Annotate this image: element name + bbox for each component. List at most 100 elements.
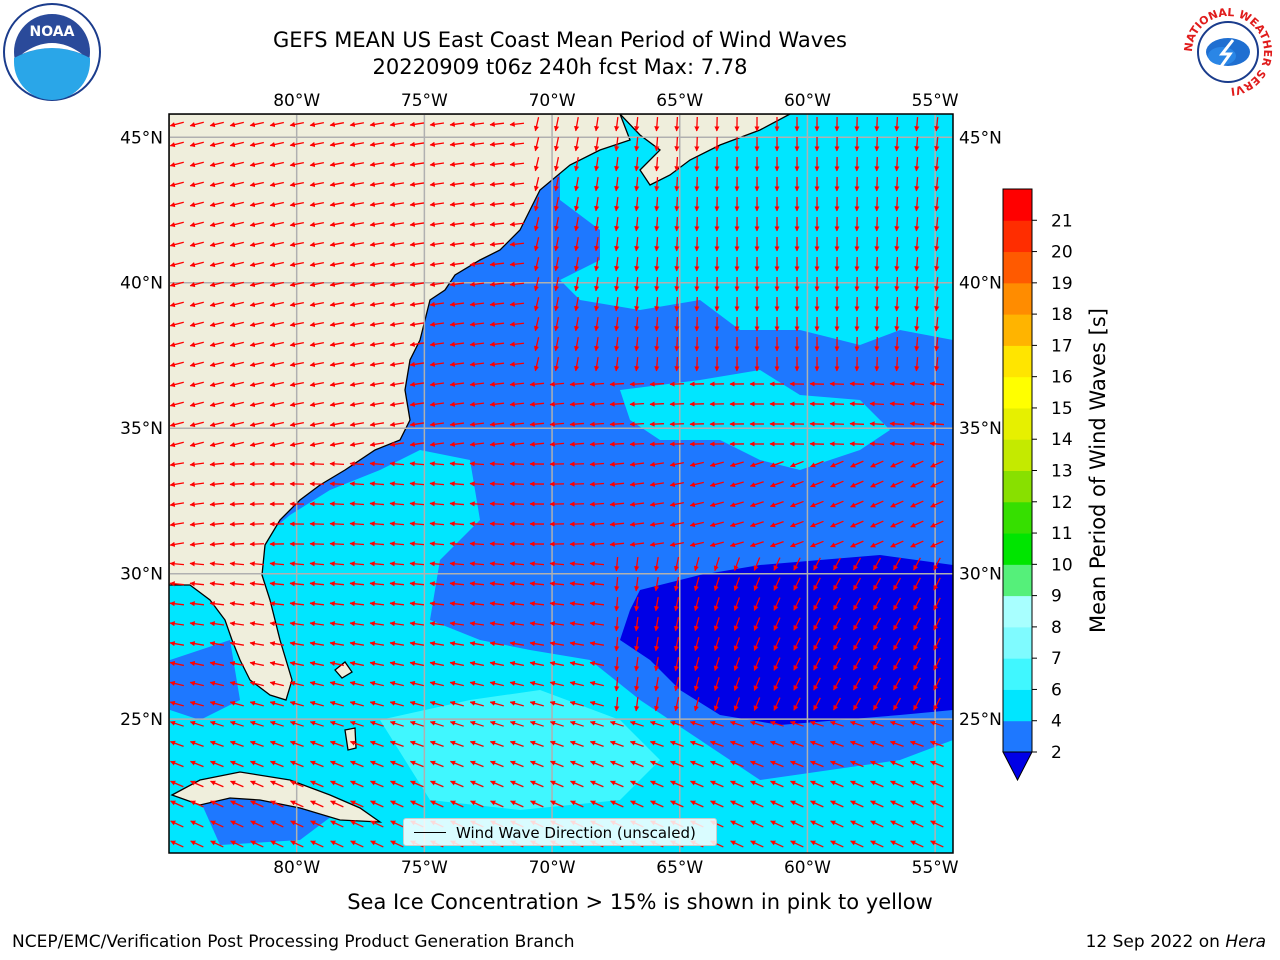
wave-arrow-739 bbox=[910, 480, 924, 488]
wave-arrow-388 bbox=[914, 296, 920, 312]
wave-arrow-1033 bbox=[549, 641, 565, 647]
wave-arrow-870 bbox=[409, 561, 425, 567]
wave-arrow-1136 bbox=[269, 700, 284, 707]
wave-arrow-509 bbox=[209, 381, 224, 388]
wave-arrow-603 bbox=[529, 421, 545, 427]
wave-arrow-788 bbox=[329, 521, 345, 527]
wave-arrow-1161 bbox=[773, 697, 781, 711]
wave-arrow-1060 bbox=[309, 660, 324, 667]
wave-arrow-713 bbox=[389, 481, 405, 487]
wave-arrow-350 bbox=[934, 276, 940, 292]
wave-arrow-827 bbox=[329, 541, 345, 547]
wave-arrow-1045 bbox=[793, 637, 801, 651]
wave-arrow-1040 bbox=[693, 637, 700, 652]
wave-arrow-582 bbox=[889, 401, 905, 407]
wave-arrow-77 bbox=[934, 136, 940, 152]
wave-arrow-529 bbox=[609, 381, 625, 387]
wave-arrow-1146 bbox=[469, 700, 484, 707]
wave-arrow-1148 bbox=[509, 700, 524, 707]
wave-arrow-327 bbox=[469, 281, 485, 287]
wave-arrow-274 bbox=[189, 261, 204, 268]
wave-arrow-802 bbox=[609, 521, 625, 527]
wave-arrow-808 bbox=[729, 521, 744, 528]
wave-arrow-1115 bbox=[634, 676, 640, 692]
wave-arrow-985 bbox=[369, 621, 385, 627]
wave-arrow-638 bbox=[449, 441, 465, 447]
lat-tick-right-2: 35°N bbox=[959, 419, 1002, 439]
wave-arrow-643 bbox=[549, 441, 565, 447]
wave-arrow-464 bbox=[874, 336, 880, 352]
wave-arrow-677 bbox=[449, 461, 465, 467]
wave-arrow-125 bbox=[329, 181, 344, 187]
wave-arrow-284 bbox=[389, 261, 405, 267]
wave-arrow-113 bbox=[874, 156, 880, 172]
wave-arrow-192 bbox=[894, 196, 900, 212]
wave-arrow-1070 bbox=[509, 660, 524, 667]
wave-arrow-1092 bbox=[169, 680, 184, 687]
wave-arrow-909 bbox=[409, 581, 425, 587]
wave-arrow-348 bbox=[894, 276, 900, 292]
wave-arrow-902 bbox=[269, 581, 285, 587]
colorbar-segment-5 bbox=[1003, 564, 1032, 597]
wave-arrow-354 bbox=[229, 301, 244, 308]
wave-arrow-1004 bbox=[753, 617, 761, 631]
wave-arrow-277 bbox=[249, 261, 264, 268]
wave-arrow-549 bbox=[229, 401, 244, 408]
lat-tick-left-0: 45°N bbox=[120, 128, 163, 148]
wave-arrow-136 bbox=[553, 177, 560, 192]
wave-arrow-770 bbox=[749, 501, 764, 508]
wave-arrow-1163 bbox=[813, 697, 821, 711]
colorbar-tick-label-0: 2 bbox=[1051, 743, 1062, 763]
wave-arrow-1080 bbox=[713, 657, 720, 672]
nws-logo: NATIONAL WEATHER SERVICE bbox=[1178, 2, 1275, 99]
wave-arrow-947 bbox=[389, 601, 405, 607]
wave-arrow-334 bbox=[614, 276, 620, 292]
wave-arrow-999 bbox=[654, 616, 660, 632]
wave-arrow-324 bbox=[409, 281, 425, 287]
wave-arrow-899 bbox=[209, 581, 225, 587]
wave-arrow-570 bbox=[649, 401, 665, 407]
wave-arrow-901 bbox=[249, 581, 265, 587]
wave-arrow-159 bbox=[229, 201, 244, 208]
wave-arrow-868 bbox=[369, 561, 385, 567]
wave-arrow-54 bbox=[469, 141, 485, 147]
wave-arrow-1075 bbox=[614, 656, 620, 672]
wave-arrow-475 bbox=[309, 361, 324, 368]
wave-arrow-915 bbox=[529, 581, 545, 587]
wave-arrow-1144 bbox=[429, 700, 444, 707]
wave-arrow-1154 bbox=[634, 696, 640, 712]
wave-arrow-1081 bbox=[733, 657, 741, 672]
wave-arrow-984 bbox=[349, 621, 365, 627]
wave-arrow-513 bbox=[289, 381, 304, 388]
wave-arrow-252 bbox=[533, 237, 540, 252]
wave-arrow-61 bbox=[614, 136, 620, 152]
wave-arrow-666 bbox=[229, 461, 245, 467]
wave-arrow-431 bbox=[209, 341, 224, 348]
wave-arrow-731 bbox=[749, 481, 764, 488]
wave-arrow-605 bbox=[569, 421, 585, 427]
wave-arrow-213 bbox=[533, 217, 540, 232]
wave-arrow-952 bbox=[489, 601, 505, 607]
colorbar-segment-11 bbox=[1003, 376, 1032, 409]
colorbar-tick-label-16: 20 bbox=[1051, 243, 1073, 263]
wave-arrow-323 bbox=[389, 281, 405, 287]
wave-arrow-1012 bbox=[913, 617, 921, 631]
wave-arrow-640 bbox=[489, 441, 505, 447]
wave-arrow-695 bbox=[810, 460, 824, 468]
wave-arrow-679 bbox=[489, 461, 505, 467]
wave-arrow-1130 bbox=[933, 677, 941, 691]
wave-arrow-991 bbox=[489, 621, 505, 627]
wave-arrow-508 bbox=[189, 381, 204, 388]
wave-arrow-586 bbox=[189, 421, 204, 428]
wave-arrow-866 bbox=[329, 561, 345, 567]
wave-arrow-694 bbox=[789, 460, 804, 468]
wave-arrow-1098 bbox=[289, 680, 304, 687]
wave-arrow-246 bbox=[409, 241, 425, 247]
wave-arrow-415 bbox=[674, 316, 680, 332]
wave-arrow-805 bbox=[669, 521, 684, 528]
wave-arrow-434 bbox=[269, 341, 284, 348]
wave-arrow-672 bbox=[349, 461, 365, 467]
wave-arrow-326 bbox=[449, 281, 465, 287]
wave-arrow-123 bbox=[289, 181, 304, 188]
wave-arrow-995 bbox=[569, 621, 585, 627]
